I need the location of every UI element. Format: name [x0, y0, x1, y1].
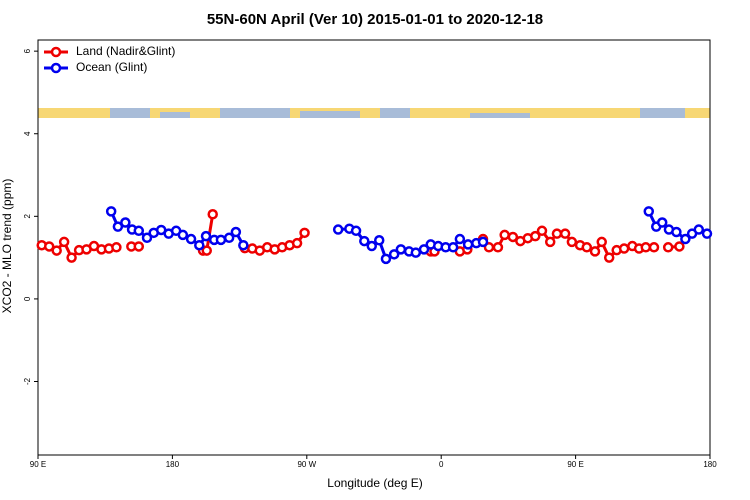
point [133, 225, 145, 237]
point [51, 245, 62, 256]
point [596, 236, 607, 248]
point [395, 244, 407, 255]
point [141, 232, 153, 244]
y-tick-label: 6 [23, 48, 32, 53]
point [120, 217, 131, 228]
point [112, 221, 124, 232]
point [671, 226, 682, 238]
point [418, 244, 430, 255]
point [536, 225, 548, 237]
point [640, 242, 652, 253]
point [462, 239, 474, 250]
point [58, 236, 70, 248]
point [200, 230, 212, 242]
point [701, 228, 713, 239]
map-strip [38, 108, 710, 118]
point [559, 228, 571, 239]
chart-title: 55N-60N April (Ver 10) 2015-01-01 to 202… [207, 11, 543, 28]
point [332, 224, 344, 235]
point [581, 242, 593, 253]
point [299, 227, 310, 239]
point [656, 217, 668, 228]
point [477, 236, 489, 248]
point [111, 242, 122, 253]
point [105, 206, 117, 217]
point [544, 236, 556, 248]
point [447, 242, 459, 253]
point [185, 233, 197, 245]
point [551, 228, 563, 239]
y-axis-label: XCO2 - MLO trend (ppm) [0, 179, 14, 314]
point [674, 241, 685, 252]
y-tick-label: 2 [23, 214, 32, 219]
y-tick-label: -2 [23, 377, 32, 385]
legend-marker [50, 46, 62, 58]
point [603, 252, 615, 263]
point [648, 242, 660, 253]
point [223, 232, 235, 244]
point [359, 235, 370, 247]
x-tick-label: 90 E [567, 460, 583, 469]
point [454, 233, 466, 245]
point [207, 209, 218, 220]
point [662, 242, 674, 253]
point [530, 230, 541, 242]
point [215, 234, 227, 246]
point [380, 253, 392, 265]
x-tick-label: 0 [439, 460, 444, 469]
y-tick-label: 0 [23, 296, 32, 301]
legend-label: Land (Nadir&Glint) [76, 44, 175, 58]
point [366, 240, 378, 252]
point [350, 225, 362, 237]
x-axis-label: Longitude (deg E) [327, 476, 422, 490]
point [230, 226, 242, 238]
x-tick-label: 180 [703, 460, 717, 469]
point [589, 246, 601, 257]
point [194, 239, 205, 251]
point [177, 229, 189, 241]
point [507, 231, 519, 243]
point [388, 249, 400, 260]
legend-marker [50, 62, 62, 74]
point [566, 236, 578, 248]
x-tick-label: 90 E [30, 460, 46, 469]
point [499, 229, 510, 241]
point [643, 206, 655, 217]
x-tick-label: 180 [166, 460, 180, 469]
point [492, 242, 504, 253]
x-tick-label: 90 W [297, 460, 316, 469]
y-tick-label: 4 [23, 131, 32, 136]
point [66, 252, 77, 263]
point [680, 233, 691, 245]
legend-label: Ocean (Glint) [76, 60, 147, 74]
point [291, 237, 303, 249]
point [133, 241, 145, 252]
point [373, 235, 385, 246]
point [410, 247, 422, 258]
point [693, 224, 705, 235]
point [238, 239, 249, 251]
point [618, 243, 630, 254]
point [43, 241, 55, 252]
point [201, 245, 212, 256]
